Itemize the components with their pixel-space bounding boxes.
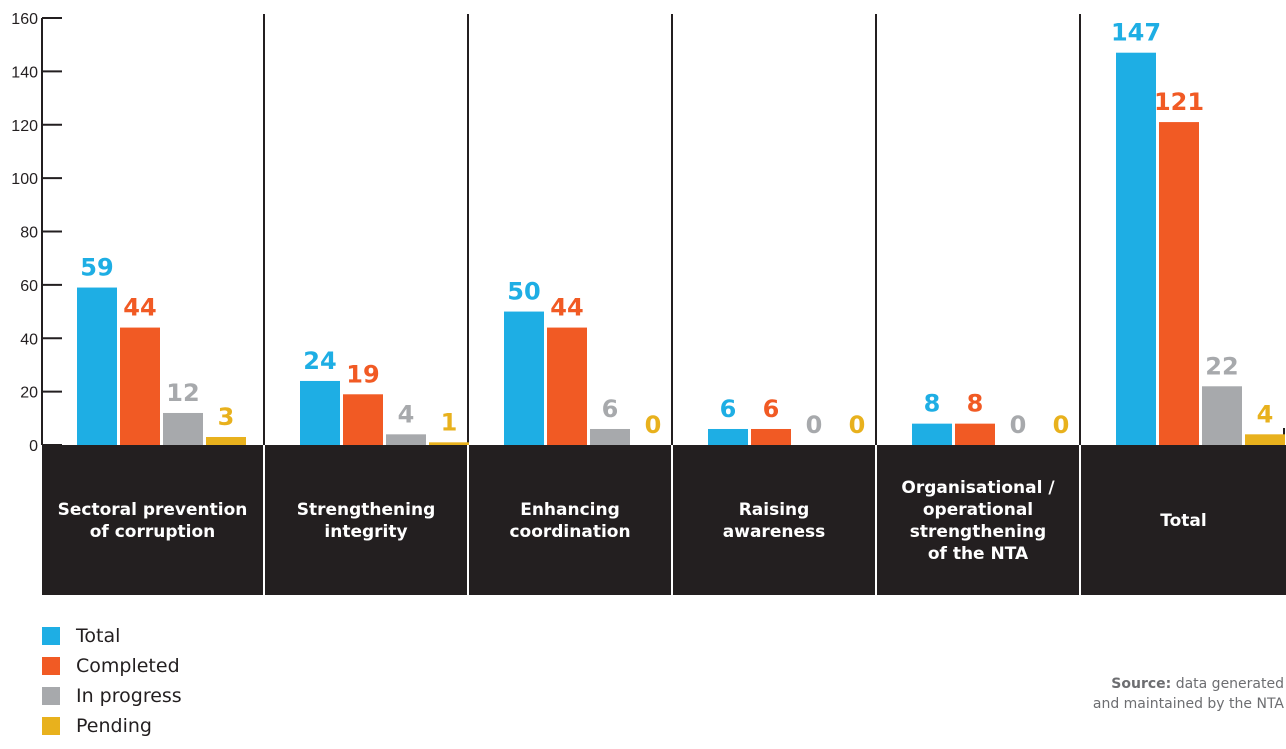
y-tick-label: 80 <box>20 225 38 242</box>
category-band <box>877 445 1079 595</box>
y-tick-label: 40 <box>20 331 38 348</box>
bar <box>751 428 791 445</box>
bar <box>1245 434 1285 445</box>
legend-label: Total <box>76 625 121 647</box>
category-label: operational <box>923 500 1033 520</box>
legend-swatch <box>42 627 60 645</box>
data-label: 0 <box>849 411 866 439</box>
legend-item: Total <box>42 621 182 651</box>
legend-swatch <box>42 717 60 735</box>
data-label: 3 <box>218 403 235 431</box>
y-tick-label: 0 <box>29 438 38 455</box>
category-band <box>673 445 875 595</box>
bar <box>77 287 117 445</box>
y-tick-label: 160 <box>11 11 38 28</box>
data-label: 8 <box>924 390 941 418</box>
bar <box>386 434 426 445</box>
category-band <box>469 445 671 595</box>
y-tick-label: 60 <box>20 278 38 295</box>
bar <box>206 436 246 445</box>
legend-item: In progress <box>42 681 182 711</box>
category-band <box>265 445 467 595</box>
y-tick-label: 100 <box>11 171 38 188</box>
y-tick-label: 140 <box>11 64 38 81</box>
category-label: Sectoral prevention <box>58 500 248 520</box>
data-label: 8 <box>967 390 984 418</box>
category-label: of the NTA <box>928 544 1029 564</box>
legend-label: Completed <box>76 655 180 677</box>
data-label: 44 <box>550 294 583 322</box>
y-tick-label: 20 <box>20 385 38 402</box>
bar <box>300 380 340 445</box>
category-label: Organisational / <box>901 478 1055 498</box>
data-label: 0 <box>645 411 662 439</box>
bar <box>504 311 544 445</box>
bar <box>343 394 383 445</box>
data-label: 22 <box>1205 352 1238 380</box>
source-line2: and maintained by the NTA <box>1092 696 1284 712</box>
category-label: awareness <box>723 522 825 542</box>
data-label: 1 <box>441 408 458 436</box>
data-label: 50 <box>507 278 540 306</box>
category-band <box>42 445 263 595</box>
bar <box>120 327 160 445</box>
category-label: integrity <box>324 522 407 542</box>
data-label: 59 <box>80 254 113 282</box>
source-label: Source: <box>1111 676 1172 692</box>
data-label: 44 <box>123 294 156 322</box>
bar <box>1159 122 1199 446</box>
legend-swatch <box>42 687 60 705</box>
legend-label: Pending <box>76 715 152 737</box>
category-label: Strengthening <box>297 500 436 520</box>
bar <box>547 327 587 445</box>
bar <box>1202 386 1242 445</box>
source-line1: data generated <box>1171 676 1284 692</box>
legend-label: In progress <box>76 685 182 707</box>
bar <box>955 423 995 445</box>
data-label: 121 <box>1154 88 1204 116</box>
bar <box>590 428 630 445</box>
data-label: 6 <box>602 395 619 423</box>
data-label: 147 <box>1111 19 1161 47</box>
data-label: 24 <box>303 347 336 375</box>
bar <box>163 412 203 445</box>
bar <box>912 423 952 445</box>
legend-item: Completed <box>42 651 182 681</box>
category-label: Raising <box>739 500 810 520</box>
category-band <box>1081 445 1286 595</box>
data-label: 19 <box>346 360 379 388</box>
legend-swatch <box>42 657 60 675</box>
data-label: 0 <box>1010 411 1027 439</box>
bar <box>429 442 469 445</box>
data-label: 4 <box>398 400 415 428</box>
data-label: 6 <box>763 395 780 423</box>
source-note: Source: data generated and maintained by… <box>1093 674 1284 714</box>
category-label: of corruption <box>90 522 216 542</box>
legend: Total Completed In progress Pending <box>42 621 182 741</box>
category-label: strengthening <box>910 522 1046 542</box>
y-tick-label: 120 <box>11 118 38 135</box>
data-label: 0 <box>1053 411 1070 439</box>
category-label: coordination <box>509 522 630 542</box>
data-label: 6 <box>720 395 737 423</box>
bar <box>708 428 748 445</box>
data-label: 12 <box>166 379 199 407</box>
bar <box>1116 52 1156 445</box>
data-label: 4 <box>1257 400 1274 428</box>
category-label: Total <box>1160 511 1206 531</box>
category-label: Enhancing <box>520 500 620 520</box>
legend-item: Pending <box>42 711 182 741</box>
data-label: 0 <box>806 411 823 439</box>
